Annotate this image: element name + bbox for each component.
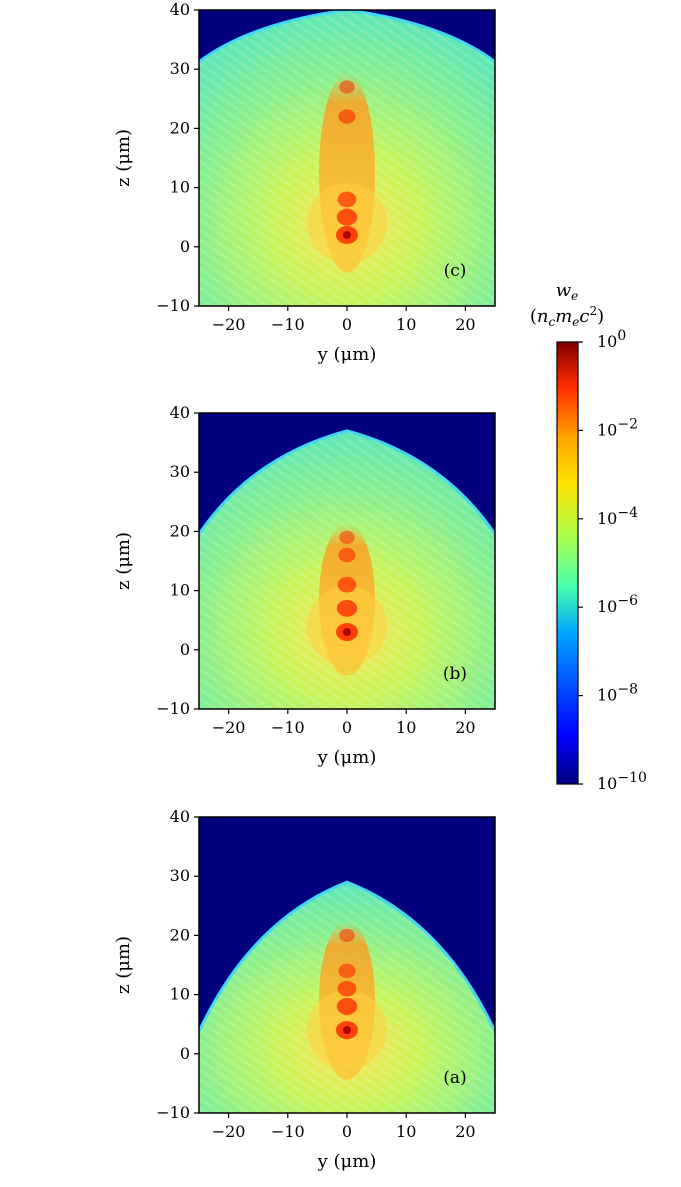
y-tick-label: 30 — [170, 866, 190, 885]
x-tick-label: −10 — [271, 718, 305, 737]
y-tick-label: 20 — [170, 118, 190, 137]
colorbar-title-line1: we — [556, 280, 579, 303]
colorbar-tick-label: 10−2 — [597, 416, 638, 439]
x-tick-label: 20 — [455, 1122, 475, 1141]
hotspot — [336, 208, 358, 226]
x-tick-label: 0 — [342, 315, 352, 334]
y-tick-label: 40 — [170, 403, 190, 422]
y-tick-label: 40 — [170, 0, 190, 19]
hotspot — [339, 928, 355, 943]
hotspot-core — [343, 230, 351, 239]
y-tick-label: 10 — [170, 178, 190, 197]
hotspot — [337, 980, 357, 997]
y-tick-label: 10 — [170, 581, 190, 600]
hotspot — [336, 998, 358, 1015]
x-tick-label: 0 — [342, 718, 352, 737]
y-tick-label: 0 — [180, 1044, 190, 1063]
y-tick-label: 20 — [170, 925, 190, 944]
y-tick-label: 10 — [170, 985, 190, 1004]
x-tick-label: −20 — [212, 315, 246, 334]
y-tick-label: 20 — [170, 521, 190, 540]
y-axis-label: z (μm) — [113, 936, 134, 994]
y-axis-label: z (μm) — [113, 532, 134, 590]
x-tick-label: 20 — [455, 315, 475, 334]
panel-label: (a) — [443, 1068, 466, 1088]
x-tick-label: −10 — [271, 1122, 305, 1141]
y-tick-label: 0 — [180, 640, 190, 659]
hotspot — [336, 599, 358, 617]
panel-1: −20 −10 0 10 20 −10 0 10 20 30 40 y (μm) z (μm) (c) — [113, 0, 496, 365]
y-tick-label: 30 — [170, 59, 190, 78]
colorbar-tick-label: 100 — [597, 328, 626, 351]
colorbar-title-line2: (ncmec2) — [530, 304, 604, 329]
hotspot — [337, 191, 357, 208]
x-axis-label: y (μm) — [317, 344, 377, 365]
y-tick-label: 30 — [170, 462, 190, 481]
hotspot — [338, 109, 356, 124]
x-axis-label: y (μm) — [317, 1151, 377, 1172]
colorbar-tick-label: 10−10 — [597, 770, 647, 793]
hotspot-core — [343, 628, 351, 637]
x-tick-label: 0 — [342, 1122, 352, 1141]
y-tick-label: −10 — [156, 1103, 190, 1122]
hotspot — [337, 576, 357, 593]
hotspot — [338, 547, 356, 563]
y-tick-label: 40 — [170, 807, 190, 826]
y-tick-label: −10 — [156, 296, 190, 315]
x-axis-label: y (μm) — [317, 747, 377, 768]
panel-2: −20 −10 0 10 20 −10 0 10 20 30 40 y (μm) z (μm) (b) — [113, 403, 496, 768]
y-tick-label: 0 — [180, 237, 190, 256]
y-axis-label: z (μm) — [113, 129, 134, 187]
colorbar-ticks: 100 10−2 10−4 10−6 10−8 10−10 — [578, 328, 647, 793]
x-tick-label: −20 — [212, 718, 246, 737]
y-tick-label: −10 — [156, 699, 190, 718]
colorbar-gradient — [556, 341, 579, 785]
x-tick-label: 10 — [396, 1122, 416, 1141]
colorbar: we (ncmec2) 100 10−2 10−4 10−6 10−8 10−10 — [530, 280, 647, 793]
x-tick-label: 10 — [396, 315, 416, 334]
hotspot — [338, 963, 356, 979]
x-tick-label: −10 — [271, 315, 305, 334]
hotspot — [339, 80, 355, 94]
panel-3: −20 −10 0 10 20 −10 0 10 20 30 40 y (μm) z (μm) (a) — [113, 807, 496, 1172]
x-tick-label: 20 — [455, 718, 475, 737]
colorbar-tick-label: 10−4 — [597, 505, 638, 528]
panel-label: (b) — [443, 664, 467, 684]
colorbar-tick-label: 10−8 — [597, 682, 638, 705]
colorbar-tick-label: 10−6 — [597, 593, 638, 616]
hotspot — [339, 530, 355, 544]
x-tick-label: −20 — [212, 1122, 246, 1141]
x-tick-label: 10 — [396, 718, 416, 737]
hotspot-core — [343, 1026, 351, 1035]
panel-label: (c) — [444, 261, 467, 281]
